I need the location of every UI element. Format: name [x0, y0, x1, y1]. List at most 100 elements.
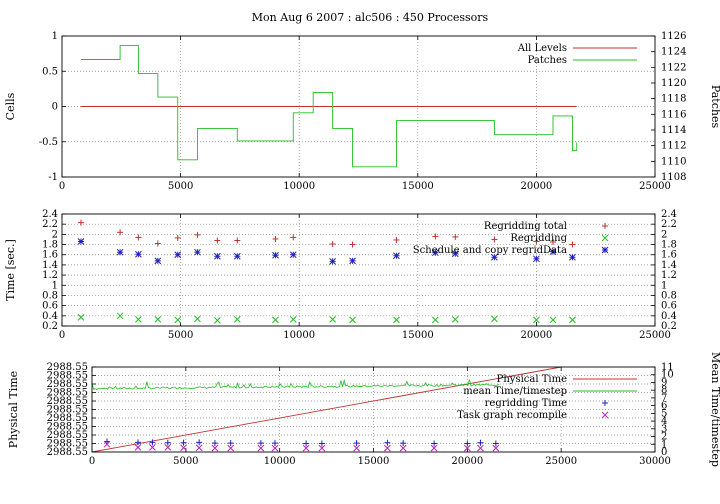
y-tick-label: 2988.55	[47, 362, 88, 373]
y2-tick-label: 0.8	[661, 290, 677, 301]
data-point	[194, 248, 201, 256]
legend-label: Schedule and copy regridData	[413, 245, 567, 256]
x-tick-label: 20000	[520, 181, 552, 192]
data-point	[329, 257, 336, 265]
x-tick-label: 5000	[168, 181, 193, 192]
y2-tick-label: 1.2	[661, 270, 677, 281]
data-point	[451, 250, 459, 258]
data-point	[464, 440, 471, 447]
y-axis-label: Physical Time	[7, 371, 20, 448]
y2-tick-label: 1126	[661, 31, 686, 42]
data-point	[196, 439, 203, 446]
data-point	[353, 440, 360, 447]
y-tick-label: 1.8	[42, 240, 58, 251]
y-tick-label: -0.5	[39, 137, 58, 148]
data-point	[393, 252, 400, 260]
y-tick-label: 2988.55	[47, 396, 88, 407]
x-tick-label: 25000	[639, 181, 671, 192]
data-point	[134, 439, 141, 446]
data-point	[550, 239, 557, 245]
data-point	[272, 235, 279, 242]
y2-axis-label: Patches	[709, 85, 720, 129]
y2-tick-label: 1116	[661, 109, 686, 120]
data-point	[211, 444, 219, 452]
y2-tick-label: 10	[661, 370, 674, 381]
data-point	[289, 316, 297, 323]
plot-frame	[61, 213, 656, 327]
data-point	[431, 440, 438, 447]
x-tick-label: 10000	[283, 181, 315, 192]
y2-tick-label: 1.6	[661, 250, 677, 261]
y2-tick-label: 1	[661, 280, 667, 291]
y-tick-label: 2988.55	[47, 447, 88, 458]
data-point	[271, 444, 279, 452]
y-tick-label: 0	[52, 102, 58, 113]
data-point	[149, 444, 156, 451]
data-point	[431, 249, 439, 257]
y2-tick-label: 7	[661, 393, 667, 404]
legend-marker	[601, 234, 609, 242]
x-tick-label: 30000	[639, 456, 671, 467]
data-point	[194, 315, 201, 323]
y-tick-label: 1.2	[42, 270, 58, 281]
y-tick-label: 2.4	[42, 209, 58, 220]
legend-label: Regridding	[510, 233, 567, 244]
y2-tick-label: 0.2	[661, 321, 677, 332]
y2-tick-label: 8	[661, 385, 667, 396]
y-tick-label: -1	[48, 172, 58, 183]
data-point	[432, 233, 439, 240]
x-tick-label: 20000	[451, 456, 483, 467]
data-point	[491, 315, 498, 323]
data-point	[430, 444, 438, 452]
data-point	[549, 316, 557, 324]
data-point	[318, 440, 325, 447]
y-tick-label: 2	[52, 229, 58, 240]
y-tick-label: 0.2	[42, 321, 58, 332]
legend-marker	[601, 411, 609, 419]
data-point	[349, 241, 356, 248]
y-tick-label: 2988.55	[47, 371, 88, 382]
y2-tick-label: 2.2	[661, 219, 677, 230]
data-point	[154, 257, 162, 265]
y-tick-label: 0.4	[42, 311, 58, 322]
data-point	[303, 440, 310, 447]
data-point	[329, 316, 336, 323]
data-point	[431, 316, 439, 324]
data-point	[257, 444, 265, 452]
legend-label: mean Time/timestep	[463, 386, 567, 397]
y-tick-label: 1	[52, 31, 58, 42]
data-point	[77, 219, 84, 226]
legend-label: regridding Time	[485, 398, 567, 409]
data-point	[451, 316, 459, 323]
y2-axis-label: Mean Time/timestep	[709, 352, 720, 467]
y2-tick-label: 1110	[661, 156, 686, 167]
data-point	[393, 316, 400, 324]
data-point	[214, 317, 221, 324]
data-point	[233, 316, 241, 323]
data-point	[116, 312, 124, 320]
x-tick-label: 0	[89, 456, 95, 467]
y2-tick-label: 1112	[661, 141, 686, 152]
data-point	[290, 234, 297, 241]
x-tick-label: 15000	[402, 181, 434, 192]
data-point	[569, 253, 576, 261]
data-point	[533, 255, 540, 263]
plot-frame	[61, 35, 656, 178]
y-tick-label: 0.6	[42, 301, 58, 312]
data-point	[289, 251, 297, 259]
y-axis-label: Time [sec.]	[4, 239, 17, 301]
data-point	[234, 237, 241, 244]
plot-frame	[91, 366, 656, 453]
data-point	[174, 251, 182, 259]
data-point	[452, 233, 459, 240]
y2-tick-label: 1120	[661, 78, 686, 89]
data-point	[400, 440, 407, 447]
data-point	[227, 444, 235, 452]
data-point	[533, 238, 540, 245]
data-point	[116, 248, 124, 256]
y2-tick-label: 1.4	[661, 260, 677, 271]
y2-tick-label: 1124	[661, 47, 686, 58]
y2-tick-label: 0.4	[661, 311, 677, 322]
x-tick-label: 5000	[168, 330, 193, 341]
